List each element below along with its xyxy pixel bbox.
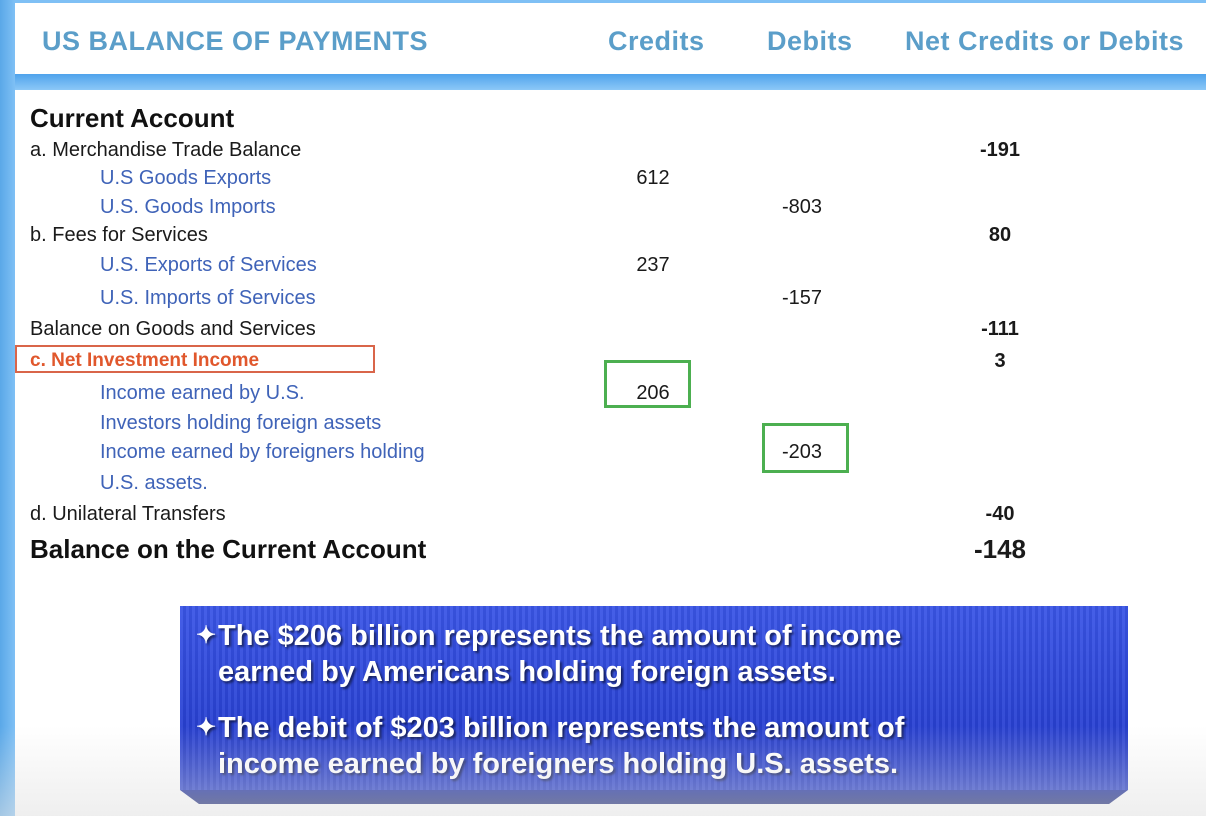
row-label: U.S. Exports of Services — [100, 254, 317, 276]
table-row: Investors holding foreign assets — [0, 412, 1206, 440]
highlight-box-green-credit — [604, 360, 691, 408]
section-title: Current Account — [30, 103, 235, 133]
note-bullet: ✦ The debit of $203 billion represents t… — [196, 710, 904, 782]
row-label: U.S Goods Exports — [100, 167, 272, 189]
row-label: b. Fees for Services — [30, 224, 208, 246]
row-label-highlighted: c. Net Investment Income — [30, 350, 260, 371]
top-accent-line — [15, 0, 1206, 3]
row-label: Balance on Goods and Services — [30, 318, 316, 340]
row-debit: -203 — [781, 441, 823, 463]
row-label: Investors holding foreign assets — [100, 412, 382, 434]
star-bullet-icon: ✦ — [196, 714, 217, 741]
table-row: c. Net Investment Income 3 — [0, 350, 1206, 378]
row-label: Income earned by foreigners holding — [100, 441, 425, 463]
table-row: Income earned by U.S. 206 — [0, 382, 1206, 410]
total-label: Balance on the Current Account — [30, 534, 427, 564]
table-row: U.S. Goods Imports -803 — [0, 196, 1206, 224]
table-row: U.S Goods Exports 612 — [0, 167, 1206, 195]
callout-bevel — [180, 790, 1128, 804]
page-title: US BALANCE OF PAYMENTS — [42, 26, 429, 56]
table-row: b. Fees for Services 80 — [0, 224, 1206, 252]
note-line: The debit of $203 billion represents the… — [218, 712, 905, 744]
row-label: U.S. assets. — [100, 472, 208, 494]
star-bullet-icon: ✦ — [196, 622, 217, 649]
header-divider-band — [15, 74, 1206, 90]
row-label: U.S. Goods Imports — [100, 196, 276, 218]
row-debit: -803 — [781, 196, 823, 218]
row-net: -191 — [979, 139, 1021, 161]
column-header-net: Net Credits or Debits — [905, 26, 1185, 56]
left-accent-bar — [0, 0, 15, 816]
row-net: -40 — [985, 503, 1015, 525]
explanation-callout: ✦ The $206 billion represents the amount… — [180, 606, 1128, 790]
row-label: a. Merchandise Trade Balance — [30, 139, 302, 161]
table-row: d. Unilateral Transfers -40 — [0, 503, 1206, 531]
note-line: earned by Americans holding foreign asse… — [218, 656, 836, 688]
row-net: 80 — [988, 224, 1012, 246]
total-row: Balance on the Current Account -148 — [0, 534, 1206, 564]
note-bullet: ✦ The $206 billion represents the amount… — [196, 618, 901, 690]
row-net: 3 — [994, 350, 1006, 372]
highlight-box-red — [15, 345, 375, 373]
row-label: U.S. Imports of Services — [100, 287, 316, 309]
note-line: The $206 billion represents the amount o… — [218, 620, 902, 652]
table-row: Income earned by foreigners holding -203 — [0, 441, 1206, 469]
row-credit: 237 — [636, 254, 670, 276]
row-label: d. Unilateral Transfers — [30, 503, 226, 525]
table-row: U.S. Exports of Services 237 — [0, 254, 1206, 282]
table-row: a. Merchandise Trade Balance -191 — [0, 139, 1206, 167]
table-header: US BALANCE OF PAYMENTS Credits Debits Ne… — [15, 3, 1206, 74]
table-row: U.S. Imports of Services -157 — [0, 287, 1206, 315]
column-header-credits: Credits — [608, 26, 705, 56]
highlight-box-green-debit — [762, 423, 849, 473]
table-row: U.S. assets. — [0, 472, 1206, 500]
row-debit: -157 — [781, 287, 823, 309]
row-credit: 206 — [636, 382, 670, 404]
section-title-row: Current Account — [0, 103, 1206, 133]
row-label: Income earned by U.S. — [100, 382, 305, 404]
note-line: income earned by foreigners holding U.S.… — [218, 748, 899, 780]
column-header-debits: Debits — [767, 26, 853, 56]
row-net: -111 — [981, 318, 1019, 340]
row-credit: 612 — [636, 167, 670, 189]
table-row: Balance on Goods and Services -111 — [0, 318, 1206, 346]
total-net: -148 — [973, 534, 1027, 564]
